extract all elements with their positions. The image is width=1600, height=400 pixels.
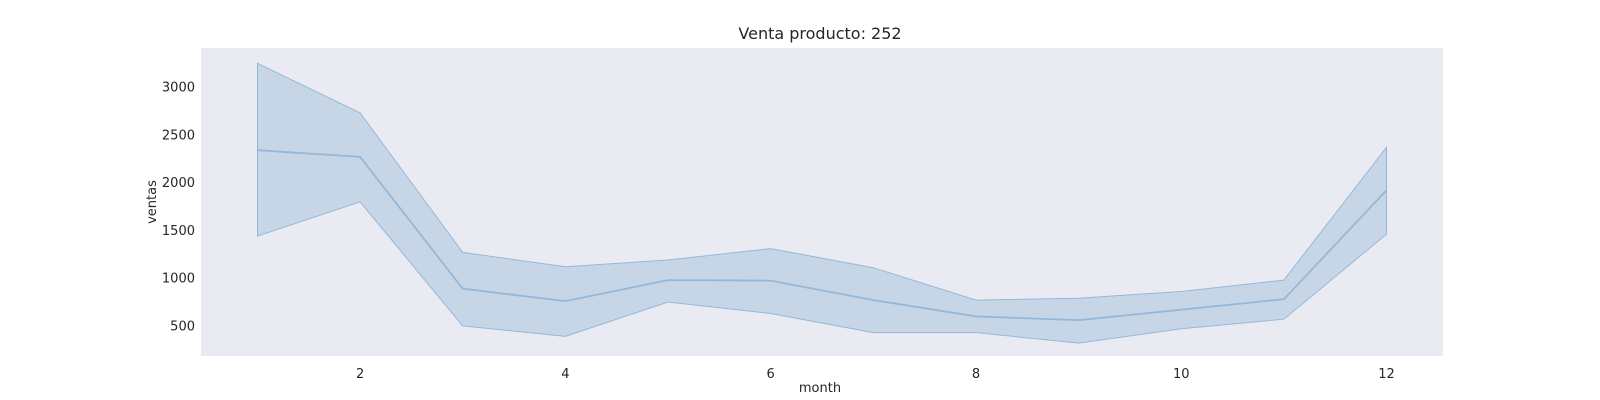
chart-title: Venta producto: 252: [738, 24, 901, 43]
y-axis-label: ventas: [145, 180, 160, 224]
y-tick-label: 1500: [162, 224, 195, 239]
y-tick-label: 1000: [162, 272, 195, 287]
confidence-band: [257, 62, 1387, 344]
x-tick-label: 10: [1173, 367, 1190, 382]
y-tick-label: 2000: [162, 176, 195, 191]
y-tick-label: 3000: [162, 81, 195, 96]
x-tick-label: 4: [561, 367, 569, 382]
x-tick-label: 2: [356, 367, 364, 382]
x-tick-label: 12: [1378, 367, 1395, 382]
x-axis-label: month: [799, 381, 841, 396]
series-line: [257, 149, 1388, 322]
y-tick-label: 500: [170, 319, 195, 334]
x-tick-label: 8: [972, 367, 980, 382]
y-tick-label: 2500: [162, 128, 195, 143]
x-tick-label: 6: [767, 367, 775, 382]
